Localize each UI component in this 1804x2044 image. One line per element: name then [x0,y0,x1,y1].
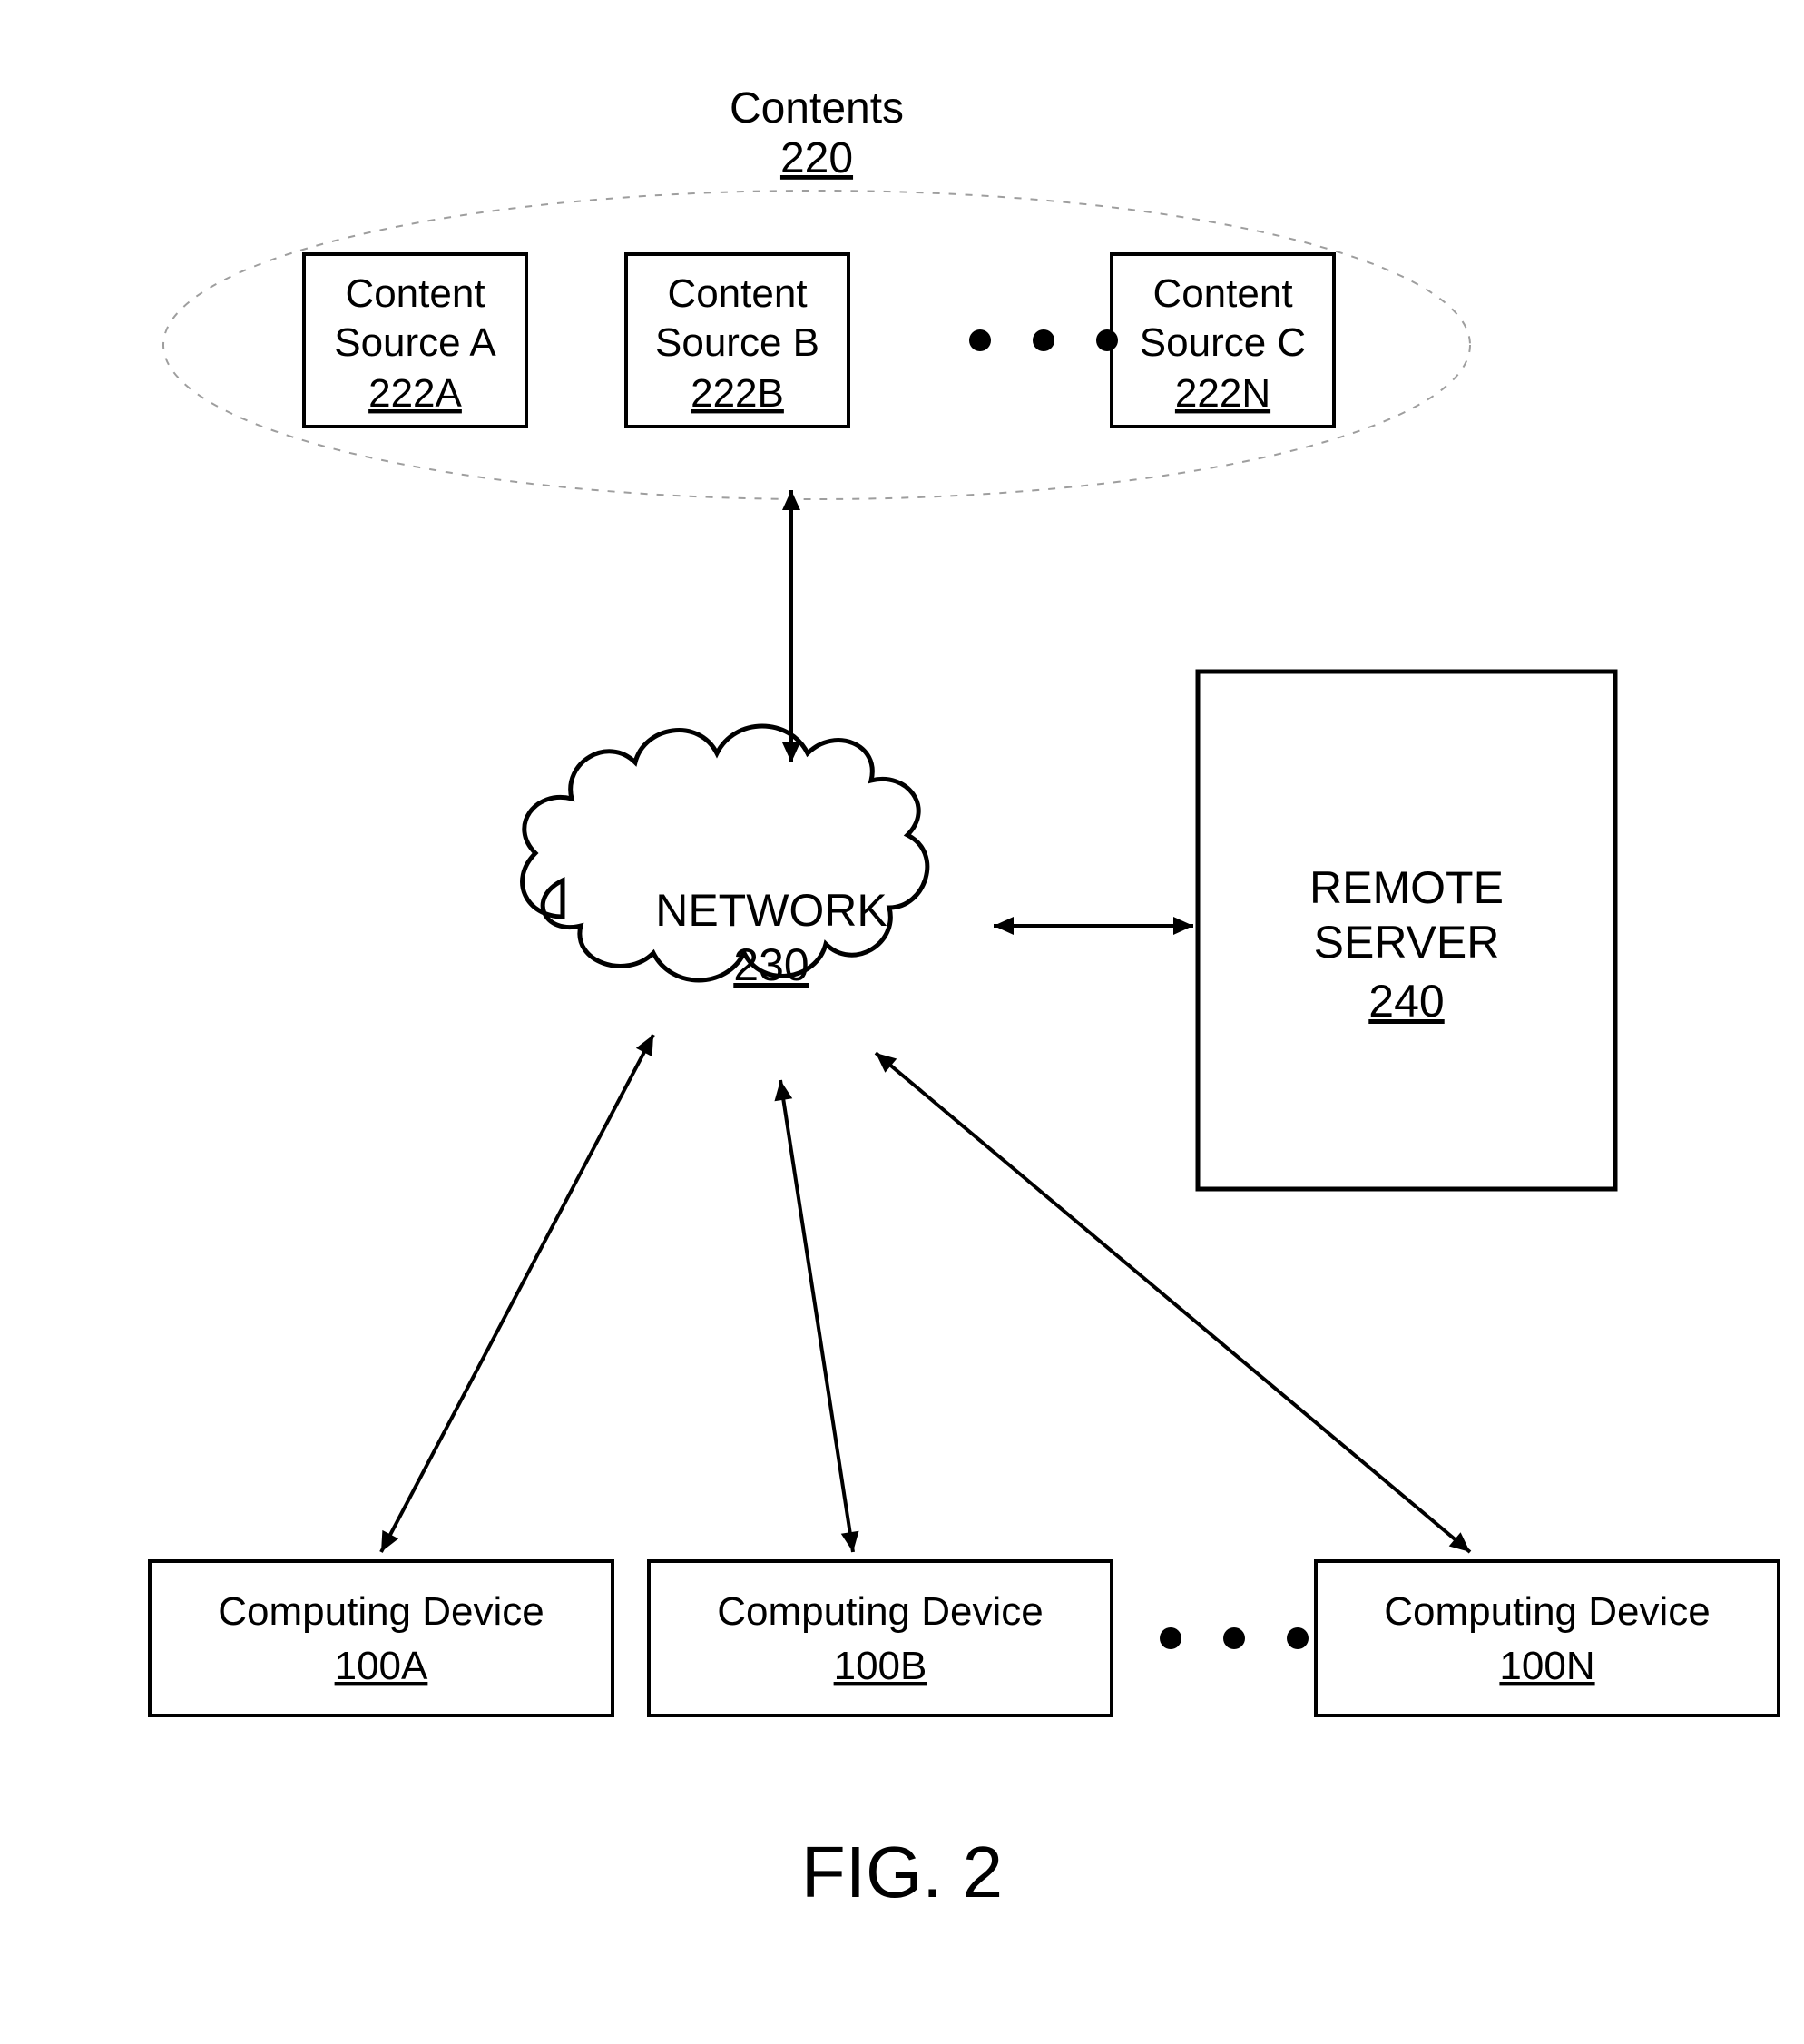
device-2-label: Computing Device [1384,1589,1711,1634]
device-2-ref: 100N [1499,1644,1594,1688]
network-ref: 230 [733,939,809,990]
content-source-2-ref: 222N [1175,371,1270,416]
content-source-2-line1: Content [1152,271,1292,316]
content-source-0-ref: 222A [368,371,462,416]
device-1-ref: 100B [834,1644,927,1688]
remote-server-line1: REMOTE [1309,862,1504,913]
diagram-canvas: Contents220ContentSource A222AContentSou… [0,0,1804,2044]
device-0-ref: 100A [335,1644,428,1688]
network-cloud [523,726,927,980]
figure-caption: FIG. 2 [801,1832,1003,1912]
content-source-2-line2: Source C [1140,320,1306,365]
network-label: NETWORK [655,885,887,936]
device-0-label: Computing Device [218,1589,544,1634]
content-source-0-line1: Content [345,271,485,316]
content-source-1-line2: Source B [655,320,819,365]
content-source-0-line2: Source A [334,320,496,365]
content-source-1-line1: Content [667,271,807,316]
device-1-label: Computing Device [717,1589,1044,1634]
contents-ref: 220 [780,134,853,182]
remote-server-ref: 240 [1368,976,1444,1027]
content-source-1-ref: 222B [691,371,784,416]
remote-server-line2: SERVER [1314,917,1500,968]
contents-title: Contents [730,84,904,133]
